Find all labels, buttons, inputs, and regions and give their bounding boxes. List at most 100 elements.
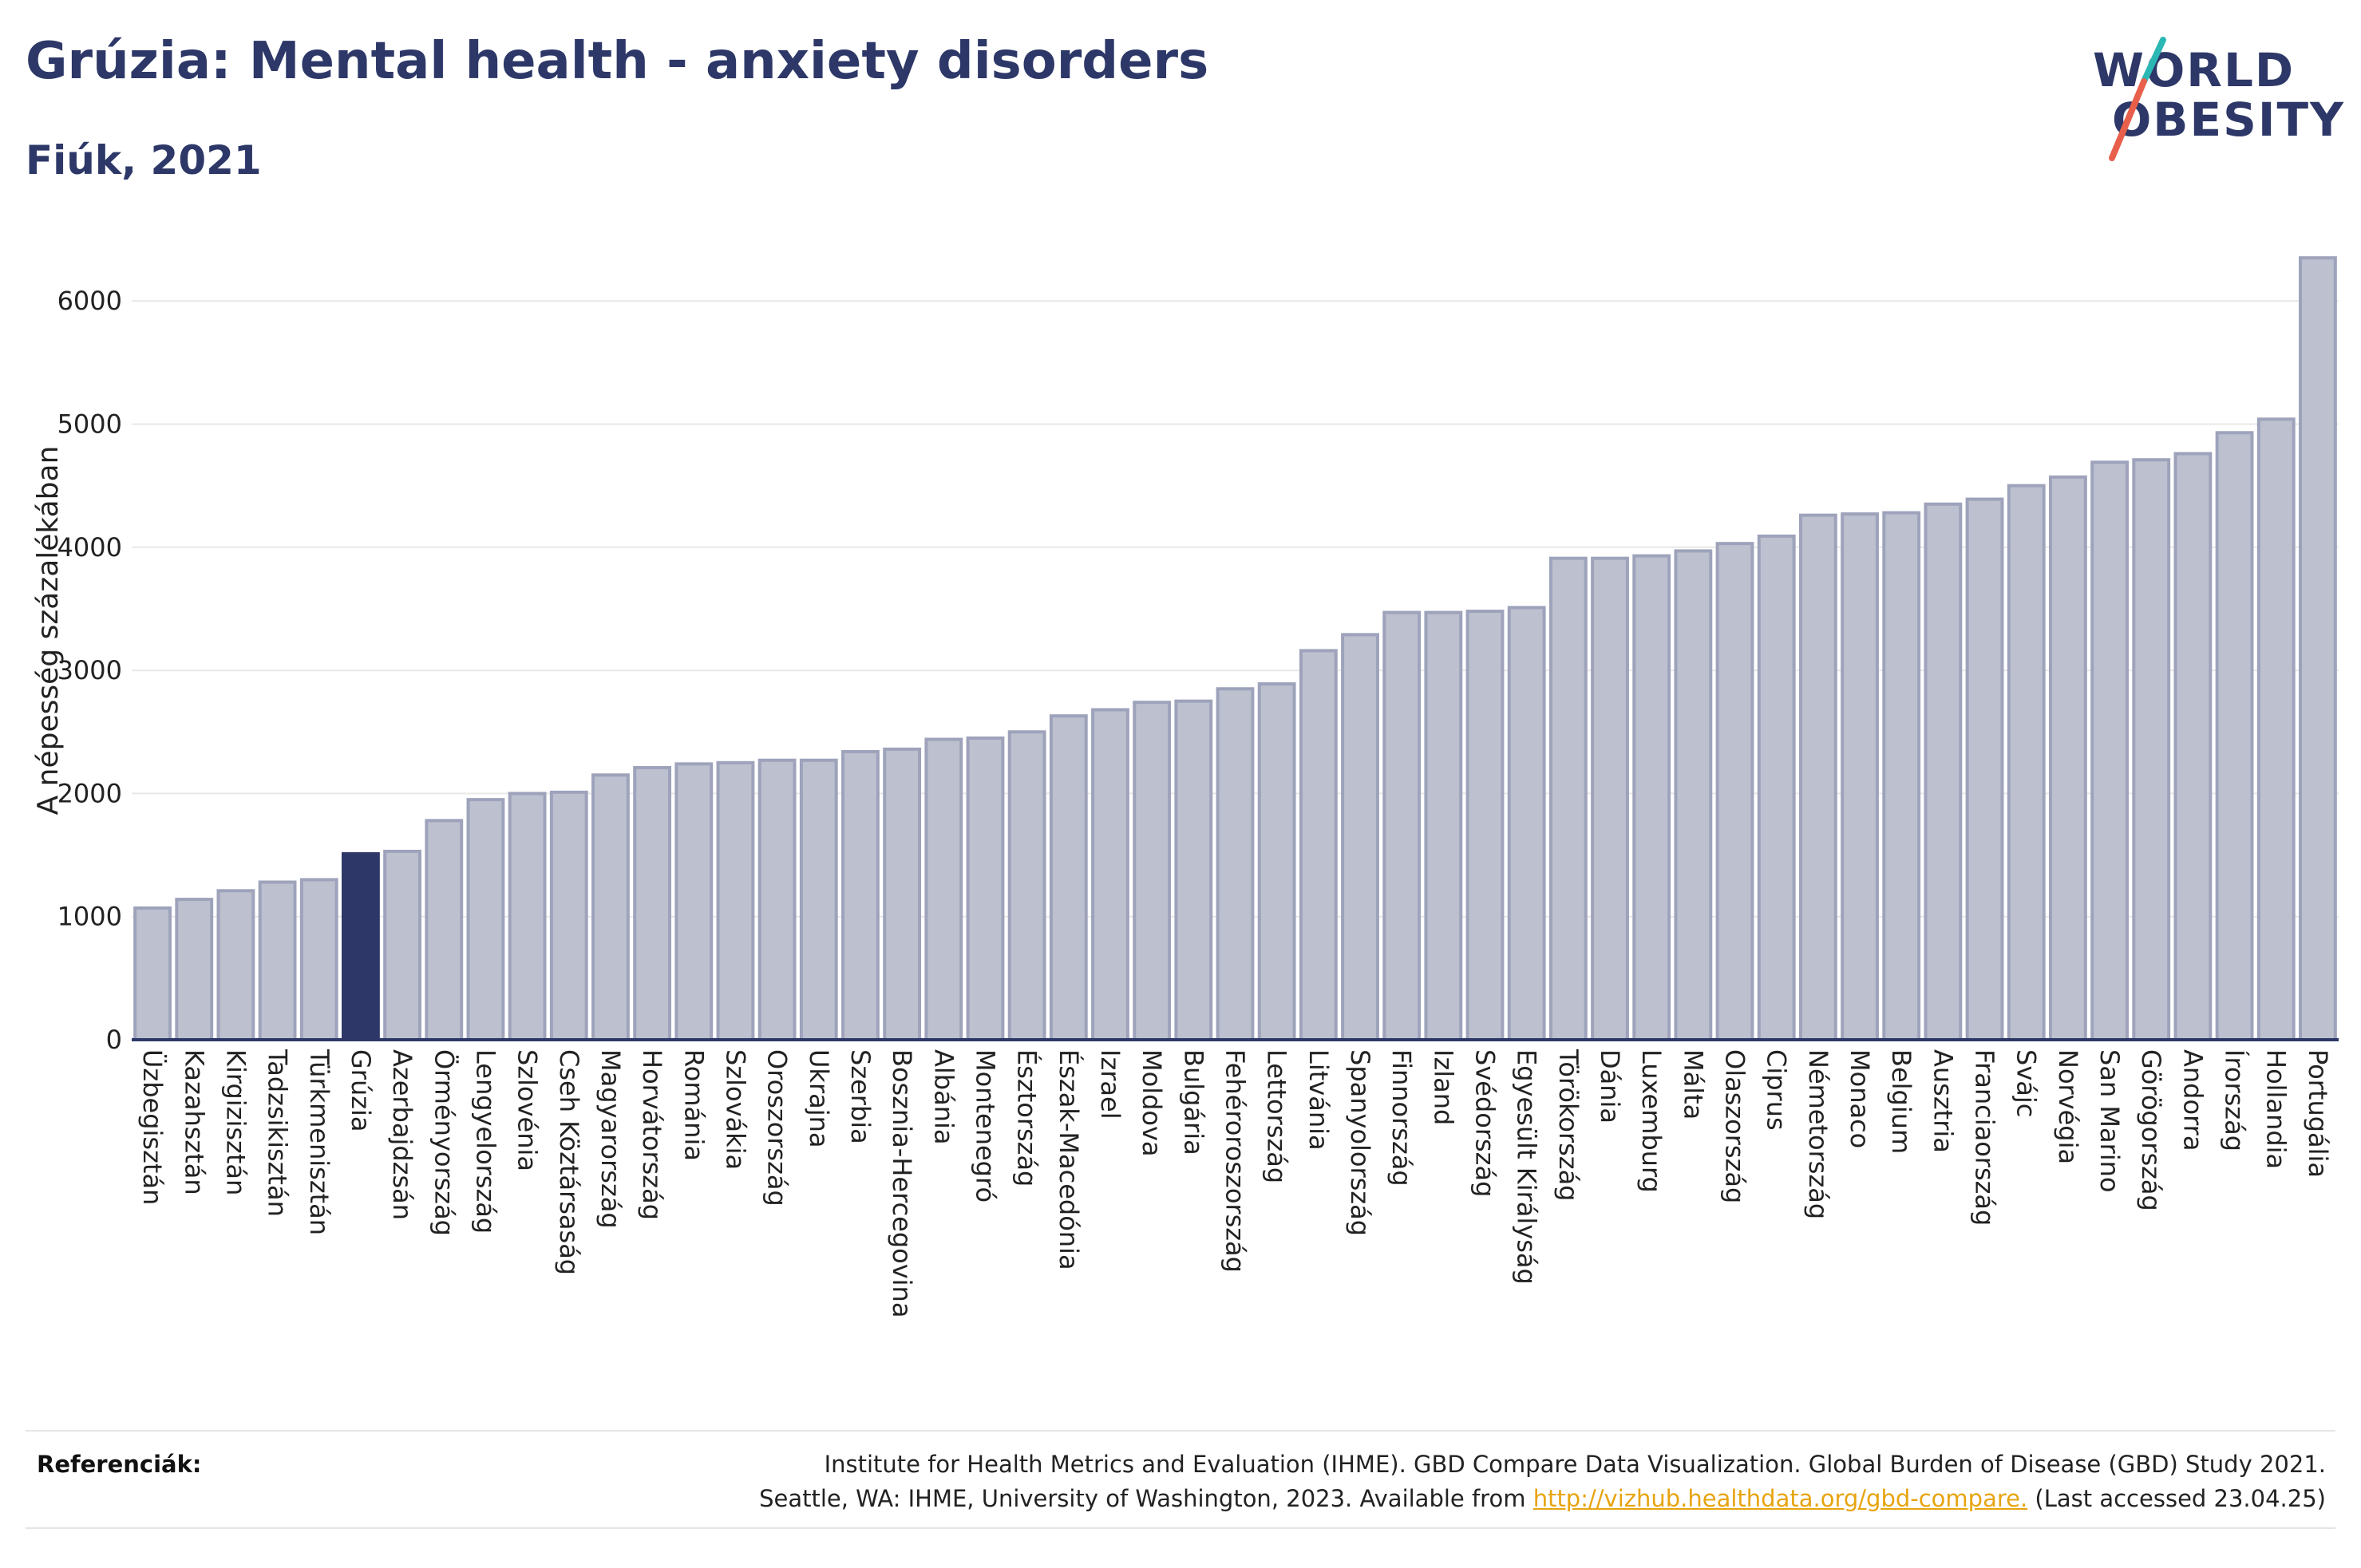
bar xyxy=(2173,452,2213,1041)
page-title: Grúzia: Mental health - anxiety disorder… xyxy=(26,32,1209,91)
bar xyxy=(1257,682,1296,1041)
x-tick-label: Észtország xyxy=(1012,1049,1042,1187)
bar xyxy=(1091,708,1129,1041)
references-label: Referenciák: xyxy=(37,1451,202,1478)
y-tick-label: 1000 xyxy=(57,902,122,932)
y-tick-label: 5000 xyxy=(57,409,122,439)
x-tick-label: Törökország xyxy=(1553,1049,1584,1201)
bar xyxy=(1965,497,2004,1041)
bar xyxy=(1049,714,1088,1041)
x-tick-label: Szlovákia xyxy=(720,1049,750,1170)
logo-slash-icon xyxy=(2109,37,2166,161)
y-tick-label: 4000 xyxy=(57,532,122,563)
x-tick-label: Montenegró xyxy=(970,1049,1000,1203)
bar xyxy=(883,747,922,1042)
x-tick-label: Görögország xyxy=(2136,1049,2166,1211)
reference-link[interactable]: http://vizhub.healthdata.org/gbd-compare… xyxy=(1532,1485,2028,1512)
bar xyxy=(1216,687,1255,1041)
x-tick-label: Írország xyxy=(2220,1049,2250,1151)
bar xyxy=(1632,554,1671,1041)
references-section: Referenciák: Institute for Health Metric… xyxy=(26,1430,2335,1529)
bar xyxy=(508,792,547,1042)
reference-line-2-suffix: (Last accessed 23.04.25) xyxy=(2027,1485,2326,1512)
x-tick-label: Litvánia xyxy=(1303,1049,1334,1151)
bar xyxy=(924,737,963,1042)
x-tick-label: Cseh Köztársaság xyxy=(554,1049,584,1275)
x-tick-label: Üzbegisztán xyxy=(137,1049,168,1205)
x-tick-label: Örményország xyxy=(429,1049,459,1236)
x-tick-label: Franciaország xyxy=(1970,1049,2000,1226)
x-tick-label: Türkmenisztán xyxy=(304,1049,334,1235)
y-axis-label: A népesség százalékában xyxy=(32,446,65,816)
y-tick-label: 3000 xyxy=(57,655,122,685)
bar xyxy=(1798,513,1837,1041)
x-tick-label: Olaszország xyxy=(1720,1049,1750,1203)
logo-text-obesity: OBESITY xyxy=(2112,93,2346,147)
bar xyxy=(1548,556,1588,1041)
bar xyxy=(674,762,714,1041)
reference-line-2-prefix: Seattle, WA: IHME, University of Washing… xyxy=(759,1485,1533,1512)
bar xyxy=(2090,460,2129,1041)
x-tick-label: Izland xyxy=(1428,1049,1458,1125)
y-tick-label: 0 xyxy=(106,1025,122,1055)
x-tick-label: Észak-Macedónia xyxy=(1054,1049,1084,1270)
x-tick-label: Németország xyxy=(1803,1049,1833,1219)
bar xyxy=(757,758,797,1042)
bar xyxy=(216,889,255,1042)
bar xyxy=(1674,549,1713,1041)
x-tick-label: Moldova xyxy=(1137,1049,1167,1157)
x-tick-label: Ciprus xyxy=(1762,1049,1792,1131)
bar-highlight xyxy=(342,851,380,1041)
bar xyxy=(466,798,505,1041)
y-tick-label: 2000 xyxy=(57,778,122,808)
x-tick-label: Szlovénia xyxy=(512,1049,543,1171)
logo-text-world: WORLD xyxy=(2093,43,2296,97)
x-tick-label: Kazahsztán xyxy=(179,1049,209,1195)
reference-line-2: Seattle, WA: IHME, University of Washing… xyxy=(759,1482,2326,1516)
bar xyxy=(1299,649,1338,1041)
bar xyxy=(549,790,588,1041)
page-subtitle: Fiúk, 2021 xyxy=(26,137,262,184)
bar xyxy=(299,878,338,1042)
bar xyxy=(425,819,464,1041)
bar xyxy=(633,765,672,1041)
x-tick-label: Finnország xyxy=(1386,1049,1417,1187)
x-tick-label: Spanyolország xyxy=(1345,1049,1375,1236)
x-tick-label: Oroszország xyxy=(762,1049,793,1207)
x-tick-label: Azerbajdzsán xyxy=(387,1049,417,1220)
x-tick-label: Svédország xyxy=(1470,1049,1501,1197)
x-tick-label: Fehéroroszország xyxy=(1220,1049,1251,1273)
bar xyxy=(1882,511,1921,1041)
x-tick-label: Románia xyxy=(678,1049,709,1161)
bar xyxy=(1382,610,1422,1041)
x-tick-label: Magyarország xyxy=(595,1049,626,1229)
bar xyxy=(1841,512,1879,1041)
bar xyxy=(1591,556,1629,1041)
x-tick-label: Belgium xyxy=(1886,1049,1916,1154)
bar xyxy=(2299,256,2337,1041)
x-tick-label: Kirgizisztán xyxy=(220,1049,251,1195)
bar xyxy=(133,906,172,1041)
x-tick-label: Grúzia xyxy=(346,1049,376,1132)
x-tick-label: Lettország xyxy=(1262,1049,1292,1183)
bar xyxy=(716,760,755,1041)
bar xyxy=(1133,701,1172,1041)
reference-line-1: Institute for Health Metrics and Evaluat… xyxy=(824,1451,2326,1478)
bar xyxy=(2256,417,2296,1041)
bar xyxy=(2007,484,2046,1041)
x-tick-label: Egyesült Királyság xyxy=(1512,1049,1542,1285)
bar xyxy=(1924,502,1963,1041)
bar xyxy=(2048,475,2087,1041)
bar xyxy=(2132,458,2171,1041)
x-tick-label: Lengyelország xyxy=(470,1049,500,1234)
x-tick-label: Ukrajna xyxy=(804,1049,834,1148)
x-tick-label: Albánia xyxy=(928,1049,959,1144)
x-tick-label: Izrael xyxy=(1095,1049,1125,1120)
bar xyxy=(1174,699,1213,1042)
x-tick-label: San Marino xyxy=(2094,1049,2125,1193)
bar xyxy=(175,898,214,1041)
references-text: Institute for Health Metrics and Evaluat… xyxy=(759,1448,2326,1516)
bar xyxy=(2215,431,2254,1041)
y-tick-label: 6000 xyxy=(57,286,122,316)
x-tick-label: Tadzsikisztán xyxy=(263,1049,293,1217)
